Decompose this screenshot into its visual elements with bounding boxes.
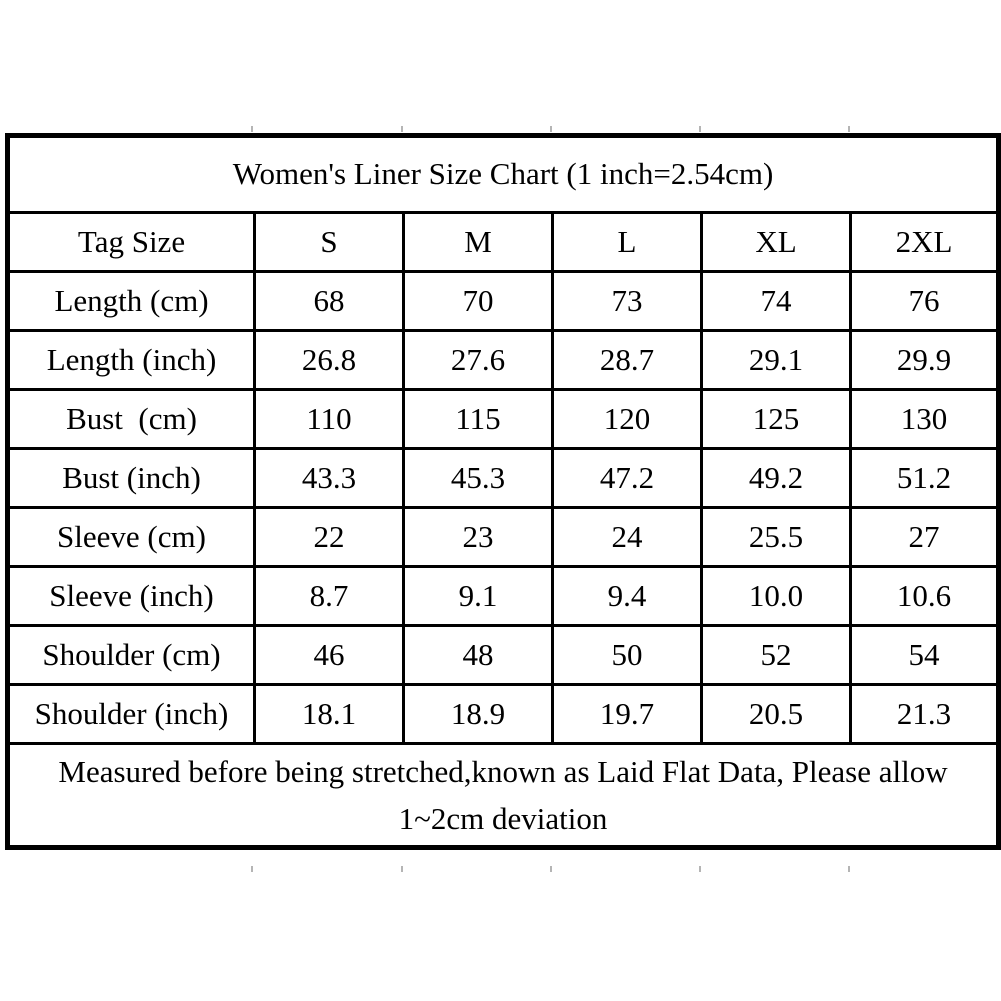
value-cell: 125 xyxy=(700,388,852,450)
value-cell: 54 xyxy=(848,624,1001,686)
value-cell: 9.4 xyxy=(551,565,703,627)
value-cell: 21.3 xyxy=(848,683,1001,745)
row-label: Length (inch) xyxy=(6,329,256,391)
value-cell: 130 xyxy=(848,388,1001,450)
footnote: Measured before being stretched,known as… xyxy=(5,742,1001,849)
row-label: Length (cm) xyxy=(6,270,256,332)
value-cell: 20.5 xyxy=(700,683,852,745)
footnote-line-2: 1~2cm deviation xyxy=(398,801,608,836)
footnote-line-1: Measured before being stretched,known as… xyxy=(58,754,948,789)
tick-mark xyxy=(848,866,850,872)
tick-mark xyxy=(699,866,701,872)
value-cell: 46 xyxy=(253,624,405,686)
value-cell: 68 xyxy=(253,270,405,332)
table-title: Women's Liner Size Chart (1 inch=2.54cm) xyxy=(5,134,1001,214)
value-cell: 10.0 xyxy=(700,565,852,627)
value-cell: 29.1 xyxy=(700,329,852,391)
value-cell: 51.2 xyxy=(848,447,1001,509)
value-cell: 28.7 xyxy=(551,329,703,391)
size-chart-table: Women's Liner Size Chart (1 inch=2.54cm)… xyxy=(5,133,1001,850)
value-cell: 73 xyxy=(551,270,703,332)
header-row: Tag Size S M L XL 2XL xyxy=(6,211,1001,273)
value-cell: 115 xyxy=(402,388,554,450)
value-cell: 50 xyxy=(551,624,703,686)
value-cell: 47.2 xyxy=(551,447,703,509)
row-label: Bust (cm) xyxy=(6,388,256,450)
header-cell-size-2xl: 2XL xyxy=(848,211,1001,273)
value-cell: 27 xyxy=(848,506,1001,568)
value-cell: 18.9 xyxy=(402,683,554,745)
value-cell: 10.6 xyxy=(848,565,1001,627)
table-row-shoulder-cm: Shoulder (cm) 46 48 50 52 54 xyxy=(6,624,1001,686)
row-label: Shoulder (inch) xyxy=(6,683,256,745)
row-label: Shoulder (cm) xyxy=(6,624,256,686)
value-cell: 29.9 xyxy=(848,329,1001,391)
value-cell: 120 xyxy=(551,388,703,450)
value-cell: 110 xyxy=(253,388,405,450)
footnote-row: Measured before being stretched,known as… xyxy=(5,742,1001,849)
tick-mark xyxy=(401,126,403,132)
tick-mark xyxy=(699,126,701,132)
tick-mark xyxy=(251,126,253,132)
value-cell: 23 xyxy=(402,506,554,568)
title-row: Women's Liner Size Chart (1 inch=2.54cm) xyxy=(5,134,1001,214)
tick-mark xyxy=(550,866,552,872)
value-cell: 26.8 xyxy=(253,329,405,391)
table-row-bust-cm: Bust (cm) 110 115 120 125 130 xyxy=(6,388,1001,450)
header-cell-tag-size: Tag Size xyxy=(6,211,256,273)
header-cell-size-xl: XL xyxy=(700,211,852,273)
value-cell: 8.7 xyxy=(253,565,405,627)
value-cell: 43.3 xyxy=(253,447,405,509)
table-row-length-cm: Length (cm) 68 70 73 74 76 xyxy=(6,270,1001,332)
row-label: Bust (inch) xyxy=(6,447,256,509)
value-cell: 27.6 xyxy=(402,329,554,391)
table-row-sleeve-cm: Sleeve (cm) 22 23 24 25.5 27 xyxy=(6,506,1001,568)
table-row-bust-inch: Bust (inch) 43.3 45.3 47.2 49.2 51.2 xyxy=(6,447,1001,509)
tick-mark xyxy=(550,126,552,132)
row-label: Sleeve (inch) xyxy=(6,565,256,627)
value-cell: 19.7 xyxy=(551,683,703,745)
value-cell: 24 xyxy=(551,506,703,568)
tick-mark xyxy=(401,866,403,872)
value-cell: 22 xyxy=(253,506,405,568)
value-cell: 18.1 xyxy=(253,683,405,745)
value-cell: 45.3 xyxy=(402,447,554,509)
tick-mark xyxy=(848,126,850,132)
value-cell: 52 xyxy=(700,624,852,686)
header-cell-size-m: M xyxy=(402,211,554,273)
header-cell-size-l: L xyxy=(551,211,703,273)
value-cell: 70 xyxy=(402,270,554,332)
tick-mark xyxy=(251,866,253,872)
row-label: Sleeve (cm) xyxy=(6,506,256,568)
value-cell: 49.2 xyxy=(700,447,852,509)
value-cell: 76 xyxy=(848,270,1001,332)
table-row-length-inch: Length (inch) 26.8 27.6 28.7 29.1 29.9 xyxy=(6,329,1001,391)
value-cell: 48 xyxy=(402,624,554,686)
table-row-shoulder-inch: Shoulder (inch) 18.1 18.9 19.7 20.5 21.3 xyxy=(6,683,1001,745)
value-cell: 25.5 xyxy=(700,506,852,568)
value-cell: 74 xyxy=(700,270,852,332)
header-cell-size-s: S xyxy=(253,211,405,273)
table-row-sleeve-inch: Sleeve (inch) 8.7 9.1 9.4 10.0 10.6 xyxy=(6,565,1001,627)
value-cell: 9.1 xyxy=(402,565,554,627)
